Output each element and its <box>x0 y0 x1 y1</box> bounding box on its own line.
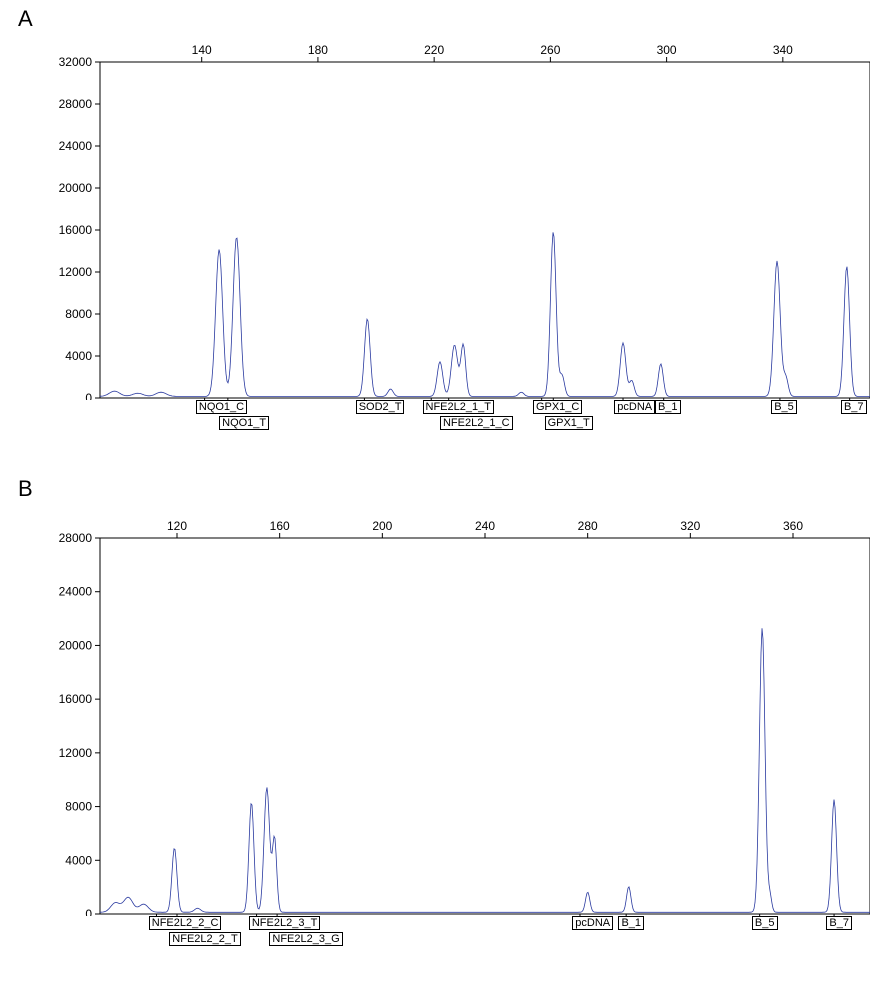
y-tick-label: 8000 <box>65 307 92 321</box>
peak-label: B_1 <box>618 916 644 930</box>
y-tick-label: 20000 <box>59 181 93 195</box>
panel-b: 120 160 200 240 280 320 360 0 4000 8000 12000 16000… <box>20 516 854 916</box>
y-tick-label: 0 <box>85 907 92 916</box>
x-tick-label: 180 <box>308 43 328 57</box>
x-tick-label: 200 <box>372 519 392 533</box>
y-tick-label: 12000 <box>59 265 93 279</box>
peak-label: NFE2L2_1_T <box>423 400 494 414</box>
y-tick-label: 32000 <box>59 55 93 69</box>
x-tick-label: 360 <box>783 519 803 533</box>
y-tick-label: 4000 <box>65 349 92 363</box>
peak-label: pcDNA <box>572 916 613 930</box>
peak-label: GPX1_C <box>533 400 582 414</box>
peak-label: B_5 <box>771 400 797 414</box>
x-tick-label: 320 <box>680 519 700 533</box>
peak-label: pcDNA <box>614 400 655 414</box>
y-tick-label: 8000 <box>65 800 92 814</box>
spectrum-chart-b: 120 160 200 240 280 320 360 0 4000 8000 12000 16000… <box>20 516 870 916</box>
peak-label: NFE2L2_3_G <box>269 932 342 946</box>
y-tick-label: 24000 <box>59 585 93 599</box>
x-tick-label: 160 <box>270 519 290 533</box>
peak-label: GPX1_T <box>545 416 593 430</box>
peak-label: B_5 <box>752 916 778 930</box>
panel-a-label: A <box>18 6 33 32</box>
spectrum-chart-a: 140 180 220 260 300 340 0 4000 8000 12000 16000 200… <box>20 40 870 400</box>
peak-label: NFE2L2_1_C <box>440 416 513 430</box>
x-tick-label: 300 <box>657 43 677 57</box>
peak-label: NFE2L2_3_T <box>249 916 320 930</box>
x-tick-label: 220 <box>424 43 444 57</box>
x-tick-label: 240 <box>475 519 495 533</box>
x-tick-label: 260 <box>540 43 560 57</box>
peak-label: NQO1_C <box>196 400 247 414</box>
peak-label: NQO1_T <box>219 416 269 430</box>
x-tick-label: 280 <box>578 519 598 533</box>
y-tick-label: 20000 <box>59 638 93 652</box>
peak-label: B_7 <box>841 400 867 414</box>
y-tick-label: 4000 <box>65 853 92 867</box>
y-tick-label: 28000 <box>59 97 93 111</box>
peak-label: NFE2L2_2_T <box>169 932 240 946</box>
y-tick-label: 28000 <box>59 531 93 545</box>
peak-label: B_1 <box>655 400 681 414</box>
x-tick-label: 340 <box>773 43 793 57</box>
figure-page: A 140 180 220 260 300 340 0 4000 8000 12000 16000 2… <box>0 0 874 1000</box>
y-tick-label: 24000 <box>59 139 93 153</box>
peak-label: NFE2L2_2_C <box>149 916 222 930</box>
x-tick-label: 140 <box>192 43 212 57</box>
y-tick-label: 16000 <box>59 223 93 237</box>
y-tick-label: 0 <box>85 391 92 400</box>
x-tick-label: 120 <box>167 519 187 533</box>
peak-label: B_7 <box>826 916 852 930</box>
panel-b-label: B <box>18 476 33 502</box>
y-tick-label: 12000 <box>59 746 93 760</box>
peak-labels-a: NQO1_C NQO1_T SOD2_T NFE2L2_1_T NFE2L2_1_C GP… <box>20 400 854 446</box>
y-tick-label: 16000 <box>59 692 93 706</box>
panel-a: 140 180 220 260 300 340 0 4000 8000 12000 16000 200… <box>20 40 854 400</box>
peak-labels-b: NFE2L2_2_C NFE2L2_2_T NFE2L2_3_T NFE2L2_3_G… <box>20 916 854 962</box>
peak-label: SOD2_T <box>356 400 405 414</box>
